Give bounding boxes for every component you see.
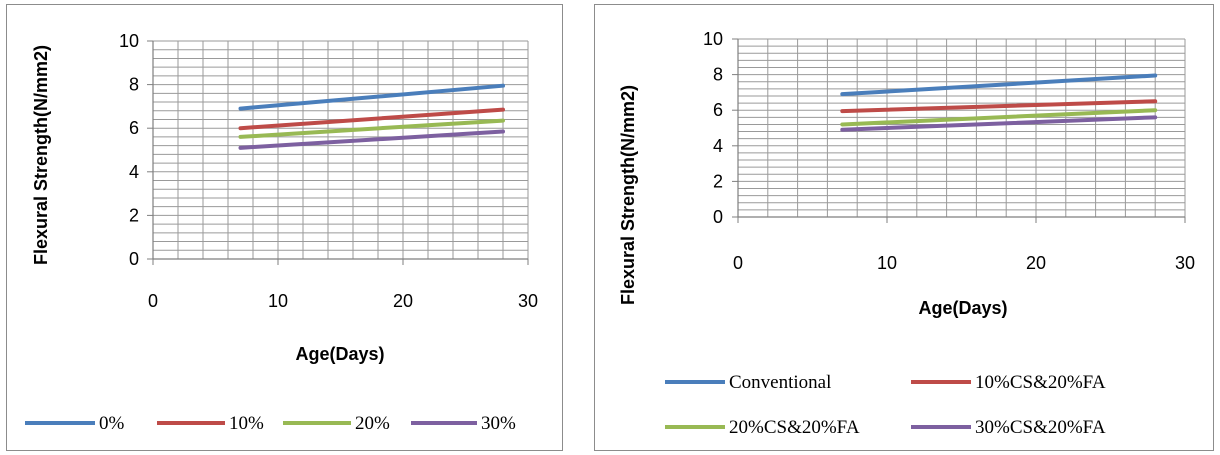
x-tick-label: 0 — [733, 253, 743, 273]
y-tick-label: 6 — [129, 118, 139, 138]
legend-label: 20%CS&20%FA — [729, 417, 860, 438]
x-tick-label: 10 — [268, 291, 288, 311]
series-line-2 — [840, 99, 1158, 114]
chart-2-svg: 0 2 4 6 8 10 0 10 20 30 Age(Days) Flexural Streng… — [618, 29, 1195, 438]
chart-2-legend: Conventional 10%CS&20%FA 20%CS&20%FA 30%CS&… — [665, 372, 1106, 438]
legend-label: 0% — [99, 413, 125, 434]
y-tick-label: 0 — [129, 249, 139, 269]
series-line-3 — [238, 118, 505, 139]
y-tick-label: 4 — [713, 136, 723, 156]
x-tick-label: 10 — [877, 253, 897, 273]
series-line-1 — [840, 73, 1158, 97]
chart-1-svg: 0 2 4 6 8 10 0 10 20 30 Age(Days) Flexural Streng… — [25, 31, 538, 434]
legend-label: 10%CS&20%FA — [975, 372, 1106, 393]
series-line-2 — [238, 107, 505, 131]
chart-1-x-axis-title: Age(Days) — [295, 344, 384, 364]
y-tick-label: 2 — [129, 205, 139, 225]
x-tick-label: 30 — [1175, 253, 1195, 273]
chart-2-x-axis-title: Age(Days) — [918, 298, 1007, 318]
chart-1-legend: 0% 10% 20% 30% — [25, 413, 516, 434]
series-line-3 — [840, 108, 1158, 127]
series-line-1 — [238, 83, 505, 111]
y-tick-label: 2 — [713, 171, 723, 191]
legend-label: 20% — [355, 413, 390, 434]
x-tick-label: 0 — [148, 291, 158, 311]
series-line-4 — [238, 129, 505, 150]
chart-2-y-axis-title: Flexural Strength(N/mm2) — [618, 85, 638, 305]
legend-label: 30%CS&20%FA — [975, 417, 1106, 438]
chart-1-gridlines — [152, 40, 529, 260]
y-tick-label: 8 — [713, 65, 723, 85]
chart-panel-2: 0 2 4 6 8 10 0 10 20 30 Age(Days) Flexural Streng… — [594, 4, 1214, 451]
legend-label: 30% — [481, 413, 516, 434]
y-tick-label: 8 — [129, 75, 139, 95]
y-tick-label: 4 — [129, 162, 139, 182]
legend-label: 10% — [229, 413, 264, 434]
chart-2-gridlines — [737, 38, 1186, 218]
chart-1-y-axis-title: Flexural Strength(N/mm2) — [31, 45, 51, 265]
chart-panel-1: 0 2 4 6 8 10 0 10 20 30 Age(Days) Flexural Streng… — [6, 4, 563, 451]
y-tick-label: 10 — [703, 29, 723, 49]
y-tick-label: 6 — [713, 100, 723, 120]
y-tick-label: 0 — [713, 207, 723, 227]
x-tick-label: 20 — [393, 291, 413, 311]
y-tick-label: 10 — [119, 31, 139, 51]
series-line-4 — [840, 115, 1158, 132]
legend-label: Conventional — [729, 372, 831, 393]
x-tick-label: 30 — [518, 291, 538, 311]
x-tick-label: 20 — [1026, 253, 1046, 273]
